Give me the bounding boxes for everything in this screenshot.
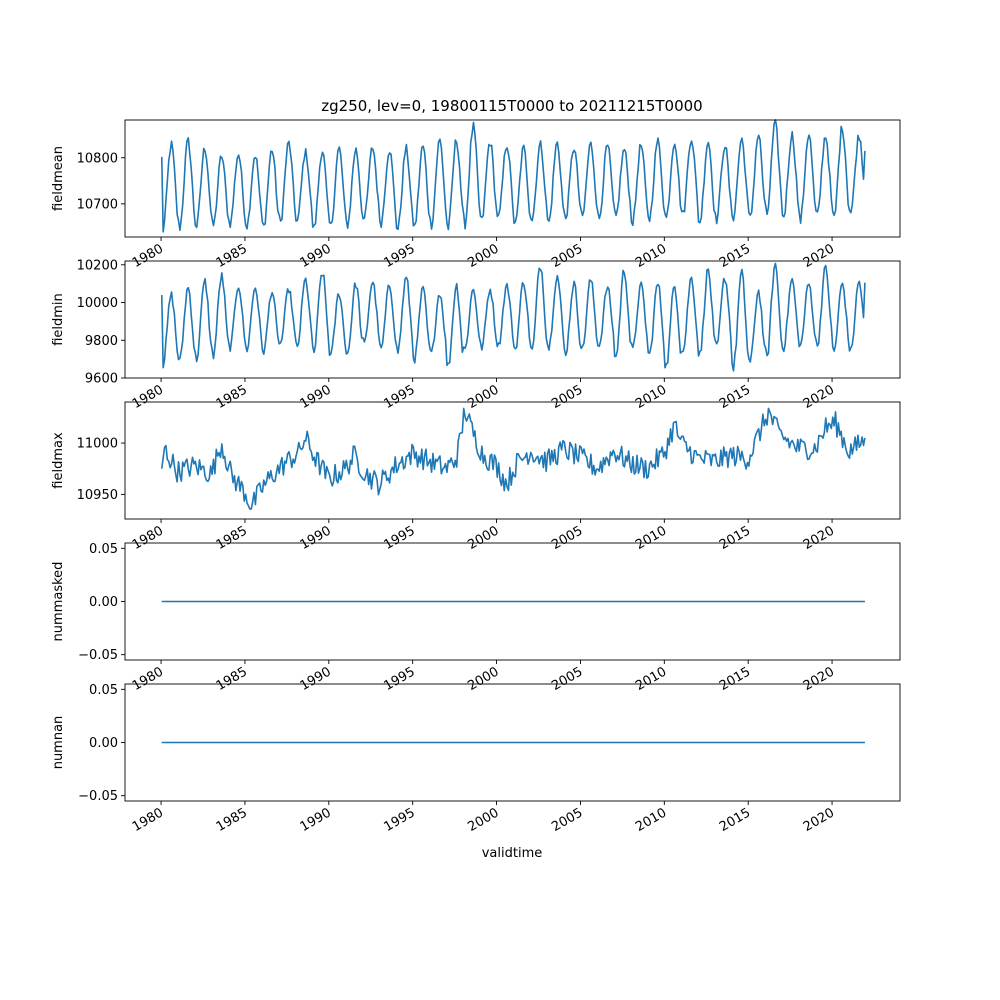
y-tick-label: 0.05 xyxy=(89,683,118,698)
x-tick-label: 1990 xyxy=(298,805,334,835)
x-tick-label: 2015 xyxy=(717,664,753,694)
chart-title: zg250, lev=0, 19800115T0000 to 20211215T… xyxy=(321,97,702,115)
y-tick-label: 0.05 xyxy=(89,542,118,557)
x-tick-label: 1990 xyxy=(298,241,334,271)
x-tick-label: 1985 xyxy=(214,664,250,694)
series-line-fieldmax xyxy=(160,407,866,510)
x-tick-label: 1990 xyxy=(298,664,334,694)
x-tick-label: 1985 xyxy=(214,241,250,271)
y-tick-label: 9600 xyxy=(85,372,118,387)
x-tick-label: 2000 xyxy=(465,382,501,412)
y-tick-label: 10000 xyxy=(77,296,118,311)
axes-frame xyxy=(124,401,901,520)
x-tick-label: 1995 xyxy=(382,241,418,271)
panels: 10700 10800 fieldmean 1980 1985 1990 1995 2000 2… xyxy=(51,119,901,835)
y-tick-label: 0.00 xyxy=(89,736,118,751)
x-tick-label: 1980 xyxy=(130,382,166,412)
frame-overlay xyxy=(126,403,899,409)
y-tick-label: 10800 xyxy=(77,151,118,166)
x-tick-label: 1995 xyxy=(382,805,418,835)
panel-nummasked: −0.05 0.00 0.05 nummasked 1980 1985 1990 1995 20… xyxy=(51,542,901,694)
y-axis-label: fieldmax xyxy=(51,432,66,489)
x-tick-label: 2000 xyxy=(465,523,501,553)
y-tick-label: 10200 xyxy=(77,258,118,273)
x-tick-label: 2005 xyxy=(549,382,585,412)
x-tick-label: 2015 xyxy=(717,805,753,835)
y-axis-label: numnan xyxy=(51,716,66,770)
x-tick-label: 2005 xyxy=(549,241,585,271)
x-tick-label: 2015 xyxy=(717,382,753,412)
x-tick-label: 2020 xyxy=(801,664,837,694)
x-tick-label: 2020 xyxy=(801,523,837,553)
panel-fieldmin: 9600 9800 10000 10200 fieldmin 1980 1985 1990 19… xyxy=(51,258,901,412)
x-tick-label: 2020 xyxy=(801,805,837,835)
x-tick-label: 2020 xyxy=(801,382,837,412)
x-tick-label: 1990 xyxy=(298,523,334,553)
x-tick-label: 1985 xyxy=(214,523,250,553)
series-line-fieldmean xyxy=(160,119,866,233)
x-tick-label: 1980 xyxy=(130,523,166,553)
x-tick-label: 2010 xyxy=(633,805,669,835)
x-tick-label: 1980 xyxy=(130,664,166,694)
series-line-fieldmin xyxy=(160,262,866,372)
x-tick-label: 1995 xyxy=(382,382,418,412)
x-tick-label: 1990 xyxy=(298,382,334,412)
y-tick-label: 10700 xyxy=(77,197,118,212)
y-axis-label: nummasked xyxy=(51,562,66,642)
x-tick-label: 2005 xyxy=(549,805,585,835)
frame-overlay xyxy=(126,685,899,691)
x-tick-label: 2000 xyxy=(465,241,501,271)
y-axis-label: fieldmin xyxy=(51,293,66,346)
x-tick-label: 1980 xyxy=(130,805,166,835)
y-tick-label: −0.05 xyxy=(78,789,118,804)
x-tick-label: 1995 xyxy=(382,664,418,694)
x-tick-label: 2005 xyxy=(549,664,585,694)
y-tick-label: 0.00 xyxy=(89,595,118,610)
x-tick-label: 2010 xyxy=(633,523,669,553)
frame-overlay xyxy=(126,262,899,268)
x-tick-label: 1995 xyxy=(382,523,418,553)
y-tick-label: 10950 xyxy=(77,488,118,503)
x-tick-label: 2005 xyxy=(549,523,585,553)
y-tick-label: −0.05 xyxy=(78,648,118,663)
panel-numnan: −0.05 0.00 0.05 numnan 1980 1985 1990 1995 2000 2… xyxy=(51,683,901,835)
x-tick-label: 2000 xyxy=(465,664,501,694)
y-tick-label: 11000 xyxy=(77,437,118,452)
y-axis-label: fieldmean xyxy=(51,146,66,211)
x-axis-label: validtime xyxy=(482,846,543,861)
x-tick-label: 1980 xyxy=(130,241,166,271)
x-tick-label: 1985 xyxy=(214,382,250,412)
x-tick-label: 1985 xyxy=(214,805,250,835)
x-tick-label: 2015 xyxy=(717,523,753,553)
x-tick-label: 2000 xyxy=(465,805,501,835)
axes-frame xyxy=(124,119,901,238)
frame-overlay xyxy=(126,544,899,550)
x-tick-label: 2020 xyxy=(801,241,837,271)
x-tick-label: 2010 xyxy=(633,241,669,271)
x-tick-label: 2010 xyxy=(633,382,669,412)
x-tick-label: 2010 xyxy=(633,664,669,694)
panel-fieldmean: 10700 10800 fieldmean 1980 1985 1990 1995 2000 2… xyxy=(51,119,901,271)
y-tick-label: 9800 xyxy=(85,334,118,349)
panel-fieldmax: 10950 11000 fieldmax 1980 1985 1990 1995 2000 20… xyxy=(51,401,901,553)
x-tick-label: 2015 xyxy=(717,241,753,271)
axes-frame xyxy=(124,260,901,379)
